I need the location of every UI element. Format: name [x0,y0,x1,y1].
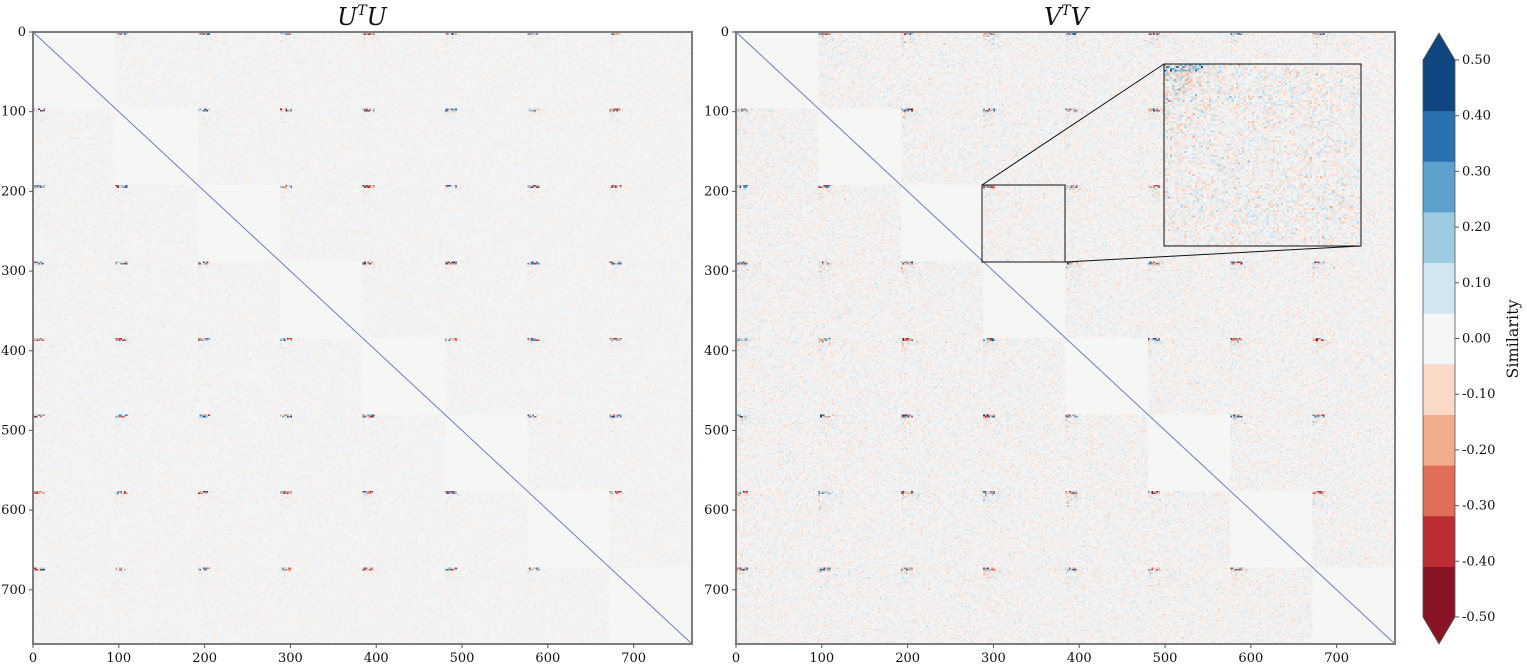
right-y-tick-label: 0 [721,25,729,40]
colorbar-tick-label: -0.50 [1462,610,1495,625]
right-x-tick-label: 100 [809,651,834,666]
left-x-tick-label: 700 [621,651,646,666]
left-x-tick-label: 300 [278,651,303,666]
right-y-tick-label: 700 [704,583,729,598]
colorbar-segment [1423,313,1455,365]
left-x-tick-label: 500 [450,651,475,666]
colorbar-tick-label: 0.30 [1462,164,1491,179]
right-y-axis: 0 100 200 300 400 500 600 700 [704,25,736,598]
colorbar-tick-label: -0.20 [1462,443,1495,458]
colorbar-tick-label: 0.20 [1462,220,1491,235]
inset-image [1164,64,1361,246]
right-x-tick-label: 400 [1067,651,1092,666]
left-y-tick-label: 300 [1,264,26,279]
left-x-tick-label: 100 [106,651,131,666]
colorbar-segment [1423,566,1455,618]
colorbar-segment [1423,211,1455,264]
colorbar-segment [1423,60,1455,112]
left-x-tick-label: 600 [535,651,560,666]
colorbar-extend-top [1423,33,1455,60]
left-x-tick-label: 400 [364,651,389,666]
inset-connector-bottom [1064,245,1362,263]
colorbar-segment [1423,414,1455,466]
right-y-tick-label: 400 [704,344,729,359]
right-x-axis: 0 100 200 300 400 500 600 700 [732,644,1349,666]
colorbar-segment [1423,161,1455,213]
left-x-axis: 0 100 200 300 400 500 600 700 [29,644,646,666]
inset-frame [1163,63,1362,247]
colorbar-segment [1423,465,1455,517]
right-x-tick-label: 500 [1153,651,1178,666]
colorbar-label: Similarity [1503,299,1522,378]
colorbar-segment [1423,110,1455,162]
colorbar-segment [1423,515,1455,567]
left-y-tick-label: 600 [1,503,26,518]
left-diagonal-line [32,31,693,645]
inset-source-box [981,184,1066,263]
colorbar-extend-bottom [1423,617,1455,644]
left-y-tick-label: 0 [18,25,26,40]
colorbar-tick-label: -0.10 [1462,387,1495,402]
right-heatmap: 0 100 200 300 400 500 600 700 0 100 200 300 400 500 6… [704,25,1396,666]
inset-connector-top [981,63,1165,186]
right-y-tick-label: 600 [704,503,729,518]
left-x-tick-label: 200 [192,651,217,666]
colorbar-tick-label: -0.40 [1462,554,1495,569]
left-y-tick-label: 200 [1,184,26,199]
right-y-tick-label: 300 [704,264,729,279]
right-x-tick-label: 200 [895,651,920,666]
colorbar: 0.50 0.40 0.30 0.20 0.10 0.00 -0.10 -0.20 -0.30 -… [1422,32,1522,645]
right-y-tick-label: 200 [704,184,729,199]
right-diagonal-line [735,31,1396,645]
left-y-tick-label: 500 [1,423,26,438]
right-title: VTV [1044,3,1091,31]
zoom-inset [981,63,1362,263]
colorbar-tick-label: -0.30 [1462,499,1495,514]
colorbar-tick-label: 0.00 [1462,332,1491,347]
colorbar-tick-label: 0.10 [1462,276,1491,291]
right-x-tick-label: 0 [732,651,740,666]
left-y-tick-label: 100 [1,105,26,120]
right-y-tick-label: 100 [704,105,729,120]
left-frame [32,31,693,645]
right-frame [735,31,1396,645]
left-heatmap: 0 100 200 300 400 500 600 700 0 100 200 300 400 500 6… [1,25,693,666]
left-y-tick-label: 400 [1,344,26,359]
colorbar-tick-label: 0.50 [1462,53,1491,68]
right-y-tick-label: 500 [704,423,729,438]
left-y-tick-label: 700 [1,583,26,598]
left-y-axis: 0 100 200 300 400 500 600 700 [1,25,33,598]
right-x-tick-label: 600 [1238,651,1263,666]
colorbar-segment [1423,262,1455,314]
left-title: UTU [337,3,388,31]
left-x-tick-label: 0 [29,651,37,666]
colorbar-segment [1423,363,1455,415]
right-x-tick-label: 300 [981,651,1006,666]
right-x-tick-label: 700 [1324,651,1349,666]
colorbar-tick-label: 0.40 [1462,109,1491,124]
